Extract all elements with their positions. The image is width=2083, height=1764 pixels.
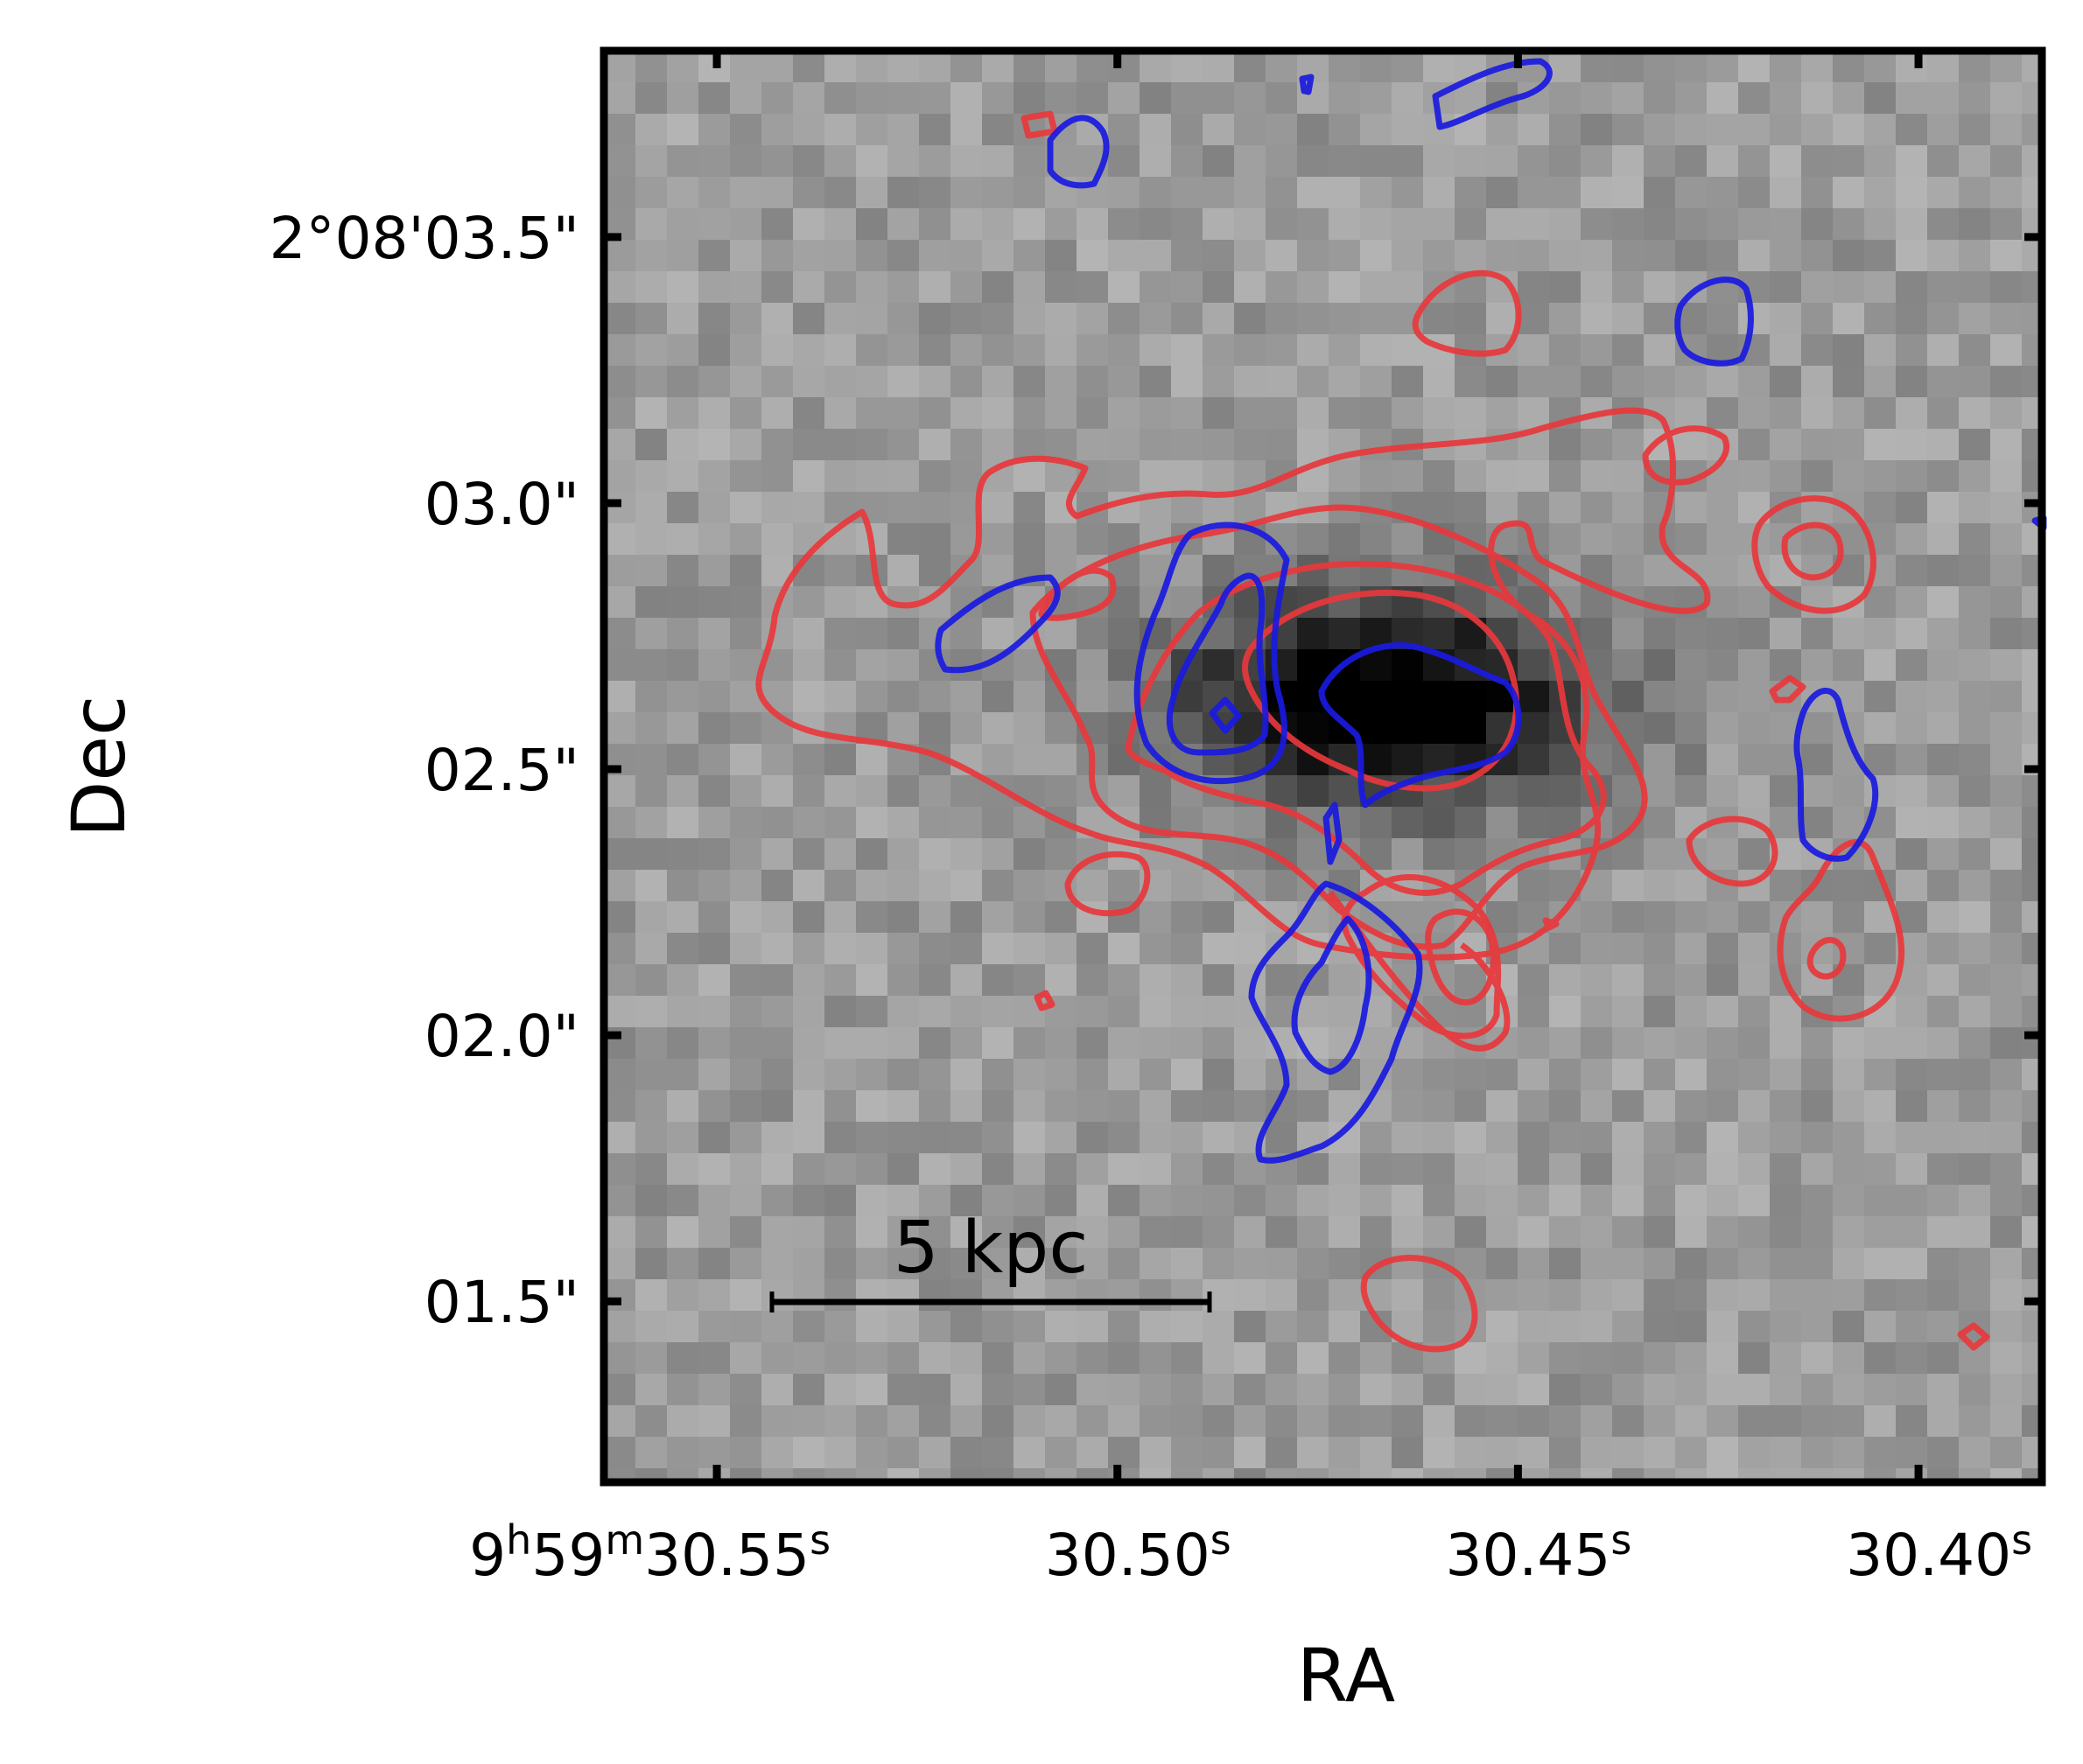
blue-contour-lower-inner: [1291, 915, 1372, 1075]
red-contour-inner: [1125, 560, 1607, 896]
red-contour-lower-inner: [1425, 908, 1497, 1005]
y-tick-label-0: 2°08'03.5": [270, 205, 579, 272]
y-axis-label: Dec: [56, 696, 142, 838]
blue-contour-center-dot: [1209, 696, 1242, 734]
red-contour-left-lobe: [1038, 567, 1117, 621]
red-contour-small-left: [1034, 990, 1056, 1012]
y-tick-label-3: 02.0": [424, 1003, 579, 1070]
red-contour-mid: [1029, 504, 1648, 950]
blue-contour-top-right: [1432, 58, 1553, 130]
red-contour-lower-stem: [1341, 874, 1502, 1040]
blue-contour-lower-outer: [1248, 880, 1423, 1164]
red-contour-right-mid: [1686, 816, 1778, 887]
blue-contour-center-left: [1133, 522, 1290, 785]
red-contour-small-bottom-right: [1957, 1322, 1990, 1351]
red-contour-right-blob-2: [1751, 495, 1876, 614]
blue-contour-center-left-inner: [1166, 572, 1269, 756]
blue-contour-left-arc: [935, 574, 1061, 674]
blue-contour-stem: [1322, 802, 1343, 865]
x-tick-label-1: 30.50s: [1045, 1516, 1231, 1589]
red-contour-top-right: [1412, 270, 1522, 357]
grayscale-image: [604, 51, 2042, 1482]
red-contour-right-lower-inner: [1806, 936, 1847, 980]
blue-contour-right-top: [1674, 276, 1754, 367]
red-contour-right-lower: [1777, 839, 1905, 1022]
red-contour-outer: [755, 407, 1711, 961]
x-tick-label-2: 30.45s: [1445, 1516, 1631, 1589]
x-tick-label-3: 30.40s: [1846, 1516, 2032, 1589]
x-axis-label: RA: [1297, 1633, 1395, 1718]
red-contour-small-right-mid: [1769, 675, 1806, 704]
red-contour-lower-tail: [1328, 890, 1511, 1052]
x-tick-label-0: 9h59m30.55s: [469, 1516, 831, 1589]
plot-frame: 9h59m30.55s 30.50s 30.45s 30.40s 2°08'03.5"…: [270, 46, 2046, 1589]
red-contour-left-lower: [1064, 850, 1151, 917]
red-contour-right-blob-1: [1642, 425, 1730, 486]
red-contour-bottom: [1360, 1255, 1478, 1353]
y-tick-label-2: 02.5": [424, 737, 579, 804]
red-contour-small-center: [1542, 917, 1560, 931]
blue-contour-core: [1318, 641, 1522, 808]
blue-contour-top-left: [1047, 115, 1110, 189]
blue-contours: [935, 58, 2047, 1164]
red-contour-right-blob-2-inner: [1781, 522, 1844, 581]
blue-contour-right-mid: [1793, 687, 1879, 862]
y-tick-label-1: 03.0": [424, 471, 579, 538]
blue-contour-small-top: [1299, 74, 1315, 95]
red-contours: [755, 110, 1990, 1353]
y-tick-label-4: 01.5": [424, 1269, 579, 1336]
scale-bar: 5 kpc: [769, 1207, 1212, 1312]
scale-bar-label: 5 kpc: [894, 1207, 1089, 1290]
